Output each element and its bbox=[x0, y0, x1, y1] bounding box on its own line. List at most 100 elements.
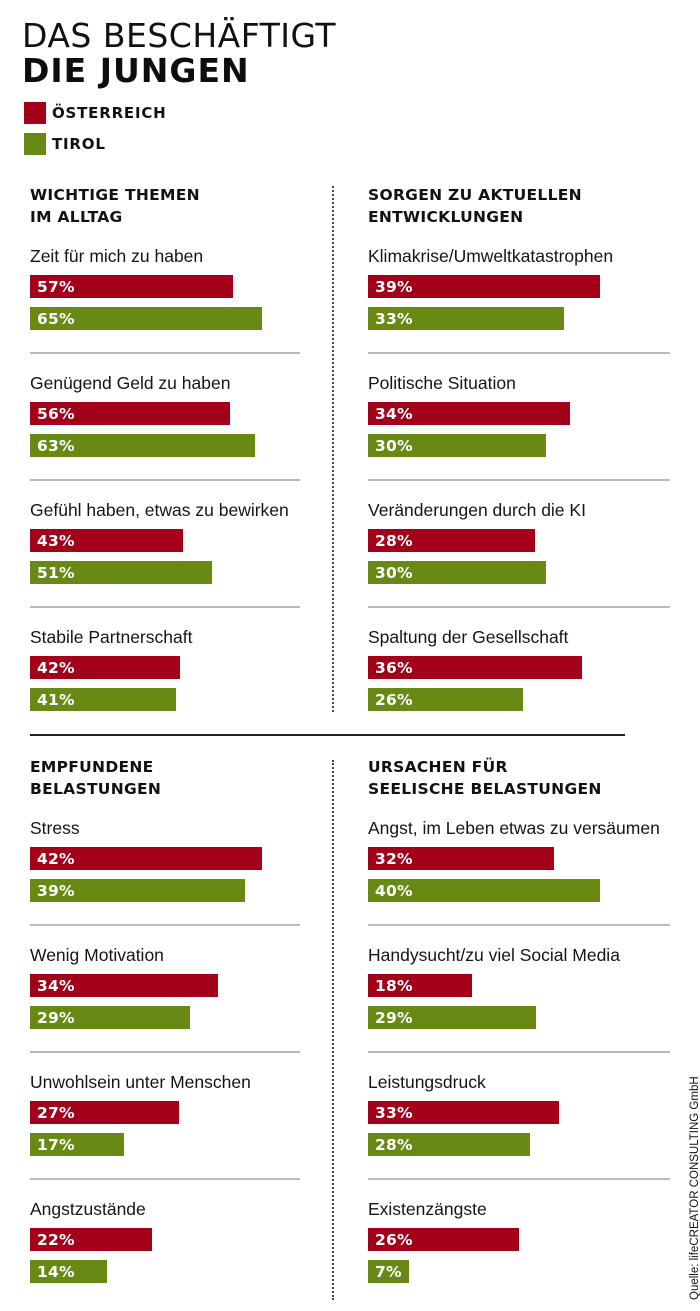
bar-value-label: 22% bbox=[37, 1230, 75, 1249]
bar-value-label: 65% bbox=[37, 309, 75, 328]
bar-austria: 42% bbox=[30, 847, 262, 870]
legend-item-austria: ÖSTERREICH bbox=[24, 102, 167, 124]
category-label: Gefühl haben, etwas zu bewirken bbox=[30, 500, 289, 520]
bar-value-label: 40% bbox=[375, 881, 413, 900]
bar-value-label: 33% bbox=[375, 1103, 413, 1122]
row-separator bbox=[30, 1178, 300, 1180]
row-separator bbox=[368, 924, 670, 926]
bar-tirol: 30% bbox=[368, 561, 547, 584]
bar-value-label: 32% bbox=[375, 849, 413, 868]
category-label: Politische Situation bbox=[368, 373, 516, 393]
category-label: Angstzustände bbox=[30, 1199, 146, 1219]
bar-value-label: 29% bbox=[375, 1008, 413, 1027]
bar-tirol: 28% bbox=[368, 1133, 531, 1156]
bar-value-label: 17% bbox=[37, 1135, 75, 1154]
bar-value-label: 30% bbox=[375, 436, 413, 455]
bar-value-label: 42% bbox=[37, 849, 75, 868]
bar-austria: 26% bbox=[368, 1228, 519, 1251]
bar-austria: 33% bbox=[368, 1101, 560, 1124]
row-separator bbox=[368, 479, 670, 481]
legend-item-tirol: TIROL bbox=[24, 133, 106, 155]
bar-value-label: 39% bbox=[375, 277, 413, 296]
bar-value-label: 63% bbox=[37, 436, 75, 455]
page-title-line2: DIE JUNGEN bbox=[22, 51, 250, 90]
bar-austria: 22% bbox=[30, 1228, 152, 1251]
section-title: SEELISCHE BELASTUNGEN bbox=[368, 780, 602, 798]
page-title-line1: DAS BESCHÄFTIGT bbox=[22, 16, 337, 55]
bar-value-label: 28% bbox=[375, 531, 413, 550]
bar-value-label: 28% bbox=[375, 1135, 413, 1154]
bar-austria: 18% bbox=[368, 974, 473, 997]
bar-austria: 27% bbox=[30, 1101, 180, 1124]
bar-value-label: 34% bbox=[375, 404, 413, 423]
bar-value-label: 56% bbox=[37, 404, 75, 423]
section-divider bbox=[30, 734, 625, 736]
bar-value-label: 7% bbox=[375, 1262, 402, 1281]
bar-value-label: 39% bbox=[37, 881, 75, 900]
bar-austria: 42% bbox=[30, 656, 180, 679]
section-title: EMPFUNDENE bbox=[30, 758, 154, 776]
bar-value-label: 27% bbox=[37, 1103, 75, 1122]
bar-tirol: 29% bbox=[30, 1006, 191, 1029]
bar-austria: 57% bbox=[30, 275, 234, 298]
row-separator bbox=[30, 1051, 300, 1053]
bar-austria: 36% bbox=[368, 656, 583, 679]
legend-label-tirol: TIROL bbox=[52, 135, 106, 153]
category-label: Existenzängste bbox=[368, 1199, 487, 1219]
bar-value-label: 42% bbox=[37, 658, 75, 677]
source-credit: Quelle: lifeCREATOR CONSULTING GmbH bbox=[689, 1076, 700, 1300]
bar-tirol: 39% bbox=[30, 879, 246, 902]
row-separator bbox=[30, 606, 300, 608]
category-label: Genügend Geld zu haben bbox=[30, 373, 231, 393]
row-separator bbox=[368, 606, 670, 608]
bar-tirol: 7% bbox=[368, 1260, 409, 1283]
bar-tirol: 41% bbox=[30, 688, 177, 711]
bar-value-label: 26% bbox=[375, 1230, 413, 1249]
section-title: URSACHEN FÜR bbox=[368, 758, 508, 776]
bar-value-label: 14% bbox=[37, 1262, 75, 1281]
category-label: Leistungsdruck bbox=[368, 1072, 486, 1092]
category-label: Stress bbox=[30, 818, 80, 838]
category-label: Wenig Motivation bbox=[30, 945, 164, 965]
section-title: WICHTIGE THEMEN bbox=[30, 186, 200, 204]
row-separator bbox=[30, 479, 300, 481]
bar-austria: 39% bbox=[368, 275, 600, 298]
bar-tirol: 65% bbox=[30, 307, 262, 330]
bar-value-label: 41% bbox=[37, 690, 75, 709]
bar-tirol: 14% bbox=[30, 1260, 108, 1283]
bar-value-label: 57% bbox=[37, 277, 75, 296]
bar-austria: 28% bbox=[368, 529, 535, 552]
category-label: Zeit für mich zu haben bbox=[30, 246, 204, 266]
legend-label-austria: ÖSTERREICH bbox=[52, 104, 167, 122]
bar-tirol: 63% bbox=[30, 434, 255, 457]
bar-value-label: 18% bbox=[375, 976, 413, 995]
bar-tirol: 33% bbox=[368, 307, 565, 330]
category-label: Spaltung der Gesellschaft bbox=[368, 627, 569, 647]
legend-swatch-tirol bbox=[24, 133, 46, 155]
bar-value-label: 29% bbox=[37, 1008, 75, 1027]
bar-austria: 32% bbox=[368, 847, 554, 870]
bar-tirol: 40% bbox=[368, 879, 600, 902]
category-label: Klimakrise/Umweltkatastrophen bbox=[368, 246, 614, 266]
section-title: IM ALLTAG bbox=[30, 208, 123, 226]
bar-value-label: 34% bbox=[37, 976, 75, 995]
bar-austria: 34% bbox=[30, 974, 218, 997]
bar-tirol: 17% bbox=[30, 1133, 124, 1156]
category-label: Stabile Partnerschaft bbox=[30, 627, 193, 647]
bar-tirol: 51% bbox=[30, 561, 213, 584]
column-divider-bottom bbox=[332, 760, 334, 1300]
bar-value-label: 36% bbox=[375, 658, 413, 677]
category-label: Handysucht/zu viel Social Media bbox=[368, 945, 620, 965]
section-title: BELASTUNGEN bbox=[30, 780, 162, 798]
bar-austria: 56% bbox=[30, 402, 230, 425]
category-label: Angst, im Leben etwas zu versäumen bbox=[368, 818, 660, 838]
legend-swatch-austria bbox=[24, 102, 46, 124]
bar-value-label: 33% bbox=[375, 309, 413, 328]
bar-value-label: 43% bbox=[37, 531, 75, 550]
bar-value-label: 30% bbox=[375, 563, 413, 582]
row-separator bbox=[368, 352, 670, 354]
row-separator bbox=[368, 1178, 670, 1180]
row-separator bbox=[368, 1051, 670, 1053]
section-title: SORGEN ZU AKTUELLEN bbox=[368, 186, 582, 204]
bar-tirol: 29% bbox=[368, 1006, 537, 1029]
